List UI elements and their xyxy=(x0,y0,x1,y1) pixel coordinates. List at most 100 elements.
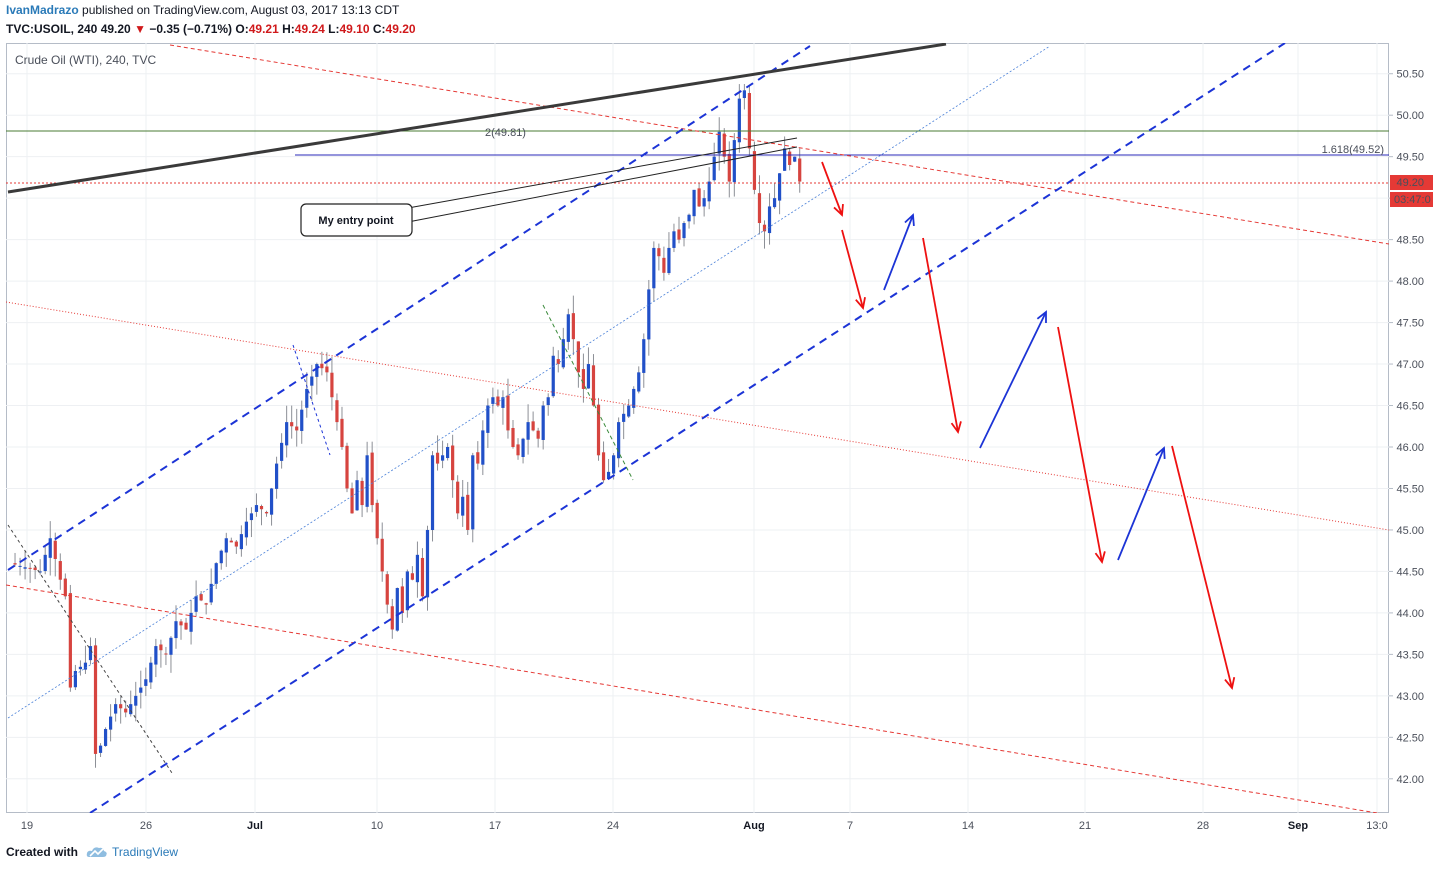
chart-frame xyxy=(6,43,1389,813)
annotation-callout[interactable] xyxy=(300,203,413,237)
candle-body xyxy=(23,567,27,569)
candle-body xyxy=(335,400,339,423)
candle-body xyxy=(727,153,731,182)
candle-body xyxy=(68,593,72,688)
high-value: 49.24 xyxy=(294,22,325,36)
close-label: C: xyxy=(372,22,386,36)
x-tick-label: 26 xyxy=(140,820,152,832)
candle-body xyxy=(606,471,611,479)
current-price-tag xyxy=(1390,175,1433,190)
candle-body xyxy=(144,679,148,686)
candle-body xyxy=(234,541,238,547)
candle-body xyxy=(601,452,606,481)
red-arrow-4-head xyxy=(1094,551,1106,565)
candle-body xyxy=(702,198,706,207)
last-price: 49.20 xyxy=(100,22,131,36)
candle-body xyxy=(28,567,32,569)
price-change: −0.35 (−0.71%) xyxy=(149,22,233,36)
candle-body xyxy=(93,645,98,754)
y-tick-label: 47.00 xyxy=(1396,359,1424,371)
candle-body xyxy=(777,173,782,201)
candle-body xyxy=(687,214,691,222)
red-arrow-1-head xyxy=(833,203,844,217)
candle-body xyxy=(43,554,47,572)
red-arrow-4 xyxy=(1057,326,1103,563)
candle-body xyxy=(561,339,565,368)
candle-body xyxy=(591,365,596,406)
candle-body xyxy=(184,622,188,630)
candle-body xyxy=(476,452,480,464)
chart-legend: Crude Oil (WTI), 240, TVC xyxy=(15,53,157,67)
tradingview-cloud-icon xyxy=(86,847,107,857)
red-arrow-5 xyxy=(1171,445,1233,689)
y-tick-label: 50.00 xyxy=(1396,110,1424,122)
candle-body xyxy=(259,505,264,510)
candle-body xyxy=(98,745,103,753)
red-arrow-2 xyxy=(841,229,864,309)
candle-body xyxy=(737,98,741,143)
candle-body xyxy=(380,538,384,572)
candle-body xyxy=(264,511,269,514)
y-tick-label: 44.50 xyxy=(1396,566,1424,578)
y-tick-label: 45.00 xyxy=(1396,525,1424,537)
candle-body xyxy=(189,612,193,632)
candle-body xyxy=(471,455,475,530)
x-tick-label: 17 xyxy=(489,820,501,832)
candle-body xyxy=(642,339,646,373)
candle-body xyxy=(269,488,274,515)
candle-body xyxy=(103,729,108,746)
candle-body xyxy=(632,388,636,408)
y-tick-label: 42.00 xyxy=(1396,774,1424,786)
blue-retrace-line xyxy=(292,344,331,456)
blue-arrow-3-head xyxy=(1155,446,1166,460)
down-triangle-icon: ▼ xyxy=(134,22,146,36)
y-tick-label: 42.50 xyxy=(1396,732,1424,744)
candle-body xyxy=(114,704,118,714)
x-tick-label: 24 xyxy=(607,820,619,832)
author-link[interactable]: IvanMadrazo xyxy=(6,3,79,17)
candle-body xyxy=(164,653,168,655)
candle-body xyxy=(295,426,299,431)
candle-body xyxy=(239,534,243,550)
x-tick-label: Sep xyxy=(1288,820,1308,832)
blue-arrow-1 xyxy=(883,214,914,291)
y-tick-label: 47.50 xyxy=(1396,318,1424,330)
x-tick-label: Jul xyxy=(247,820,263,832)
candle-body xyxy=(159,644,163,651)
current-price-value: 49.20 xyxy=(1396,177,1424,189)
candle-body xyxy=(254,505,259,512)
x-tick-label: 19 xyxy=(21,820,33,832)
candle-body xyxy=(209,583,213,603)
candle-body xyxy=(244,521,249,538)
red-trend-bottom xyxy=(6,584,1381,813)
fib-label-1618: 1.618(49.52) xyxy=(1322,144,1384,156)
candle-body xyxy=(305,388,309,408)
y-tick-label: 50.50 xyxy=(1396,69,1424,81)
black-resistance-line xyxy=(7,43,947,194)
candle-body xyxy=(320,363,324,369)
candle-body xyxy=(742,90,746,99)
tradingview-brand[interactable]: TradingView xyxy=(112,845,179,859)
high-label: H: xyxy=(282,22,295,36)
candle-body xyxy=(325,366,329,373)
candle-body xyxy=(48,538,52,558)
candle-body xyxy=(365,455,369,507)
y-tick-label: 48.50 xyxy=(1396,235,1424,247)
candle-body xyxy=(461,496,465,516)
candle-body xyxy=(798,158,802,182)
candle-body xyxy=(637,372,641,392)
x-tick-label: 14 xyxy=(962,820,974,832)
y-tick-label: 49.50 xyxy=(1396,152,1424,164)
candle-body xyxy=(315,364,319,377)
candle-body xyxy=(647,289,651,340)
y-tick-label: 46.50 xyxy=(1396,401,1424,413)
candle-body xyxy=(405,571,409,611)
blue-arrow-2-head xyxy=(1036,310,1047,324)
candle-body xyxy=(692,189,696,217)
annotation-pointer-2 xyxy=(407,146,798,223)
blue-arrow-1-head xyxy=(904,213,915,227)
candle-body xyxy=(466,494,470,530)
candle-body xyxy=(345,445,349,489)
blue-arrow-3 xyxy=(1117,447,1165,561)
